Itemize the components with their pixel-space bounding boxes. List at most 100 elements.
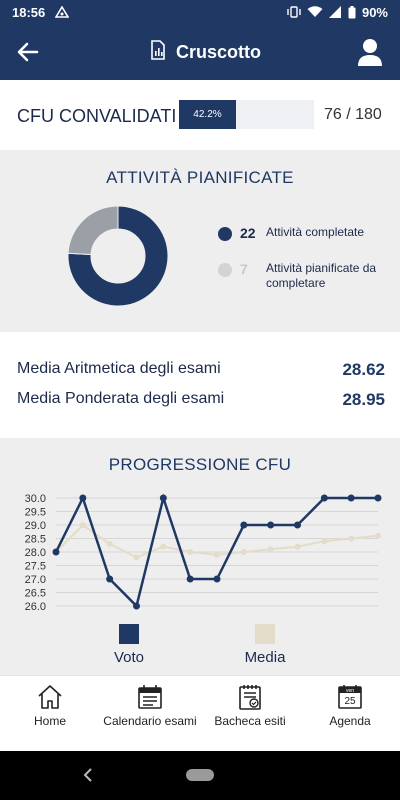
data-point-media	[348, 535, 355, 542]
data-point-voto	[374, 494, 382, 502]
data-point-media	[294, 543, 301, 550]
user-icon	[358, 39, 382, 66]
data-point-media	[106, 540, 113, 547]
data-point-voto	[133, 602, 140, 610]
cfu-label: CFU CONVALIDATI	[17, 106, 177, 126]
vibrate-icon	[287, 6, 301, 18]
legend-media-label: Media	[245, 649, 287, 666]
bottom-nav: Home Calendario esami Bacheca esiti ven …	[0, 675, 400, 751]
wifi-icon	[307, 6, 323, 18]
data-point-media	[160, 543, 167, 550]
y-tick-label: 29.0	[25, 520, 46, 532]
nav-bacheca-esiti[interactable]: Bacheca esiti	[200, 676, 300, 752]
cfu-progress-fill: 42.2%	[179, 100, 236, 129]
data-point-voto	[347, 494, 355, 502]
profile-button[interactable]	[356, 37, 384, 67]
system-nav-bar	[0, 751, 400, 800]
media-aritmetica-row: Media Aritmetica degli esami 28.62	[17, 360, 385, 380]
agenda-calendar-icon: ven 25	[338, 685, 362, 709]
legend-media-swatch	[255, 624, 275, 644]
planned-count: 7	[240, 261, 248, 277]
data-point-media	[214, 551, 220, 558]
calendar-list-icon	[138, 685, 162, 709]
battery-percent: 90%	[361, 4, 388, 20]
attivita-section: ATTIVITÀ PIANIFICATE	[0, 150, 400, 332]
legend-voto-label: Voto	[114, 649, 144, 666]
planned-label: Attività pianificate da completare	[266, 261, 377, 290]
data-point-voto	[52, 548, 60, 556]
data-point-media	[240, 549, 247, 555]
y-tick-label: 27.0	[25, 574, 46, 586]
app-bar: Cruscotto	[0, 24, 400, 80]
status-bar: 18:56 90%	[0, 0, 400, 24]
media-ponderata-value: 28.95	[342, 390, 385, 409]
progressione-line-chart: 30.0 29.529.0 28.528.0 27.527.0 26.526.0 Vot…	[25, 493, 382, 666]
data-point-voto	[186, 575, 194, 583]
results-board-icon	[239, 685, 261, 710]
home-icon	[38, 685, 62, 709]
media-aritmetica-value: 28.62	[342, 360, 385, 379]
y-tick-label: 27.5	[25, 561, 46, 573]
agenda-day: ven	[346, 688, 354, 694]
arrow-left-icon	[17, 42, 39, 62]
data-point-media	[321, 538, 328, 545]
system-back-icon[interactable]	[82, 767, 94, 783]
donut-slice-planned	[67, 205, 119, 256]
cfu-section: CFU CONVALIDATI 42.2% 76 / 180	[0, 82, 400, 148]
data-point-voto	[106, 575, 114, 583]
media-ponderata-label: Media Ponderata degli esami	[17, 390, 225, 407]
legend-completed: 22 Attività completate	[218, 225, 386, 241]
legend-planned: 7 Attività pianificate da completare	[218, 261, 386, 291]
data-point-media	[133, 554, 140, 561]
dashboard-icon	[150, 40, 166, 65]
y-tick-label: 26.0	[25, 601, 46, 613]
page-title: Cruscotto	[176, 42, 261, 62]
data-point-voto	[320, 494, 328, 502]
nav-home[interactable]: Home	[0, 676, 100, 752]
planned-dot-icon	[218, 263, 232, 277]
nav-agenda-label: Agenda	[329, 714, 371, 728]
battery-icon	[348, 5, 356, 19]
notification-icon	[55, 6, 70, 18]
progressione-title: PROGRESSIONE CFU	[108, 455, 292, 474]
data-point-media	[187, 549, 194, 555]
media-ponderata-row: Media Ponderata degli esami 28.95	[17, 390, 385, 410]
signal-icon	[328, 6, 342, 18]
media-aritmetica-label: Media Aritmetica degli esami	[17, 360, 221, 377]
status-time: 18:56	[12, 4, 46, 20]
y-tick-label: 28.0	[25, 547, 46, 559]
data-point-voto	[159, 494, 167, 502]
agenda-date: 25	[344, 696, 356, 707]
data-point-media	[375, 532, 381, 539]
completed-label: Attività completate	[266, 225, 365, 239]
nav-home-label: Home	[33, 714, 66, 728]
legend-voto-swatch	[119, 624, 139, 644]
data-point-voto	[213, 575, 221, 583]
nav-calendario-esami[interactable]: Calendario esami	[100, 676, 200, 752]
nav-agenda[interactable]: ven 25 Agenda	[300, 676, 400, 752]
data-point-voto	[267, 521, 275, 529]
data-point-voto	[79, 494, 87, 502]
data-point-media	[267, 546, 274, 553]
completed-count: 22	[240, 225, 256, 241]
back-button[interactable]	[14, 38, 42, 66]
data-point-media	[79, 522, 86, 528]
cfu-progress-bar: 42.2%	[179, 100, 314, 129]
data-point-voto	[294, 521, 301, 529]
progressione-section: PROGRESSIONE CFU	[0, 438, 400, 675]
y-tick-label: 28.5	[25, 534, 46, 546]
system-home-button[interactable]	[186, 769, 214, 781]
data-point-voto	[240, 521, 248, 529]
y-tick-label: 30.0	[25, 493, 46, 505]
attivita-title: ATTIVITÀ PIANIFICATE	[106, 168, 294, 187]
medie-section: Media Aritmetica degli esami 28.62 Media…	[0, 332, 400, 438]
cfu-percent: 42.2%	[193, 109, 222, 120]
nav-calendario-label: Calendario esami	[103, 714, 197, 728]
y-tick-label: 29.5	[25, 507, 46, 519]
y-tick-label: 26.5	[25, 588, 46, 600]
donut-slice-completed	[67, 205, 169, 307]
attivita-donut-chart	[67, 205, 169, 307]
cfu-count: 76 / 180	[324, 106, 382, 123]
completed-dot-icon	[218, 227, 232, 241]
nav-bacheca-label: Bacheca esiti	[214, 714, 286, 728]
